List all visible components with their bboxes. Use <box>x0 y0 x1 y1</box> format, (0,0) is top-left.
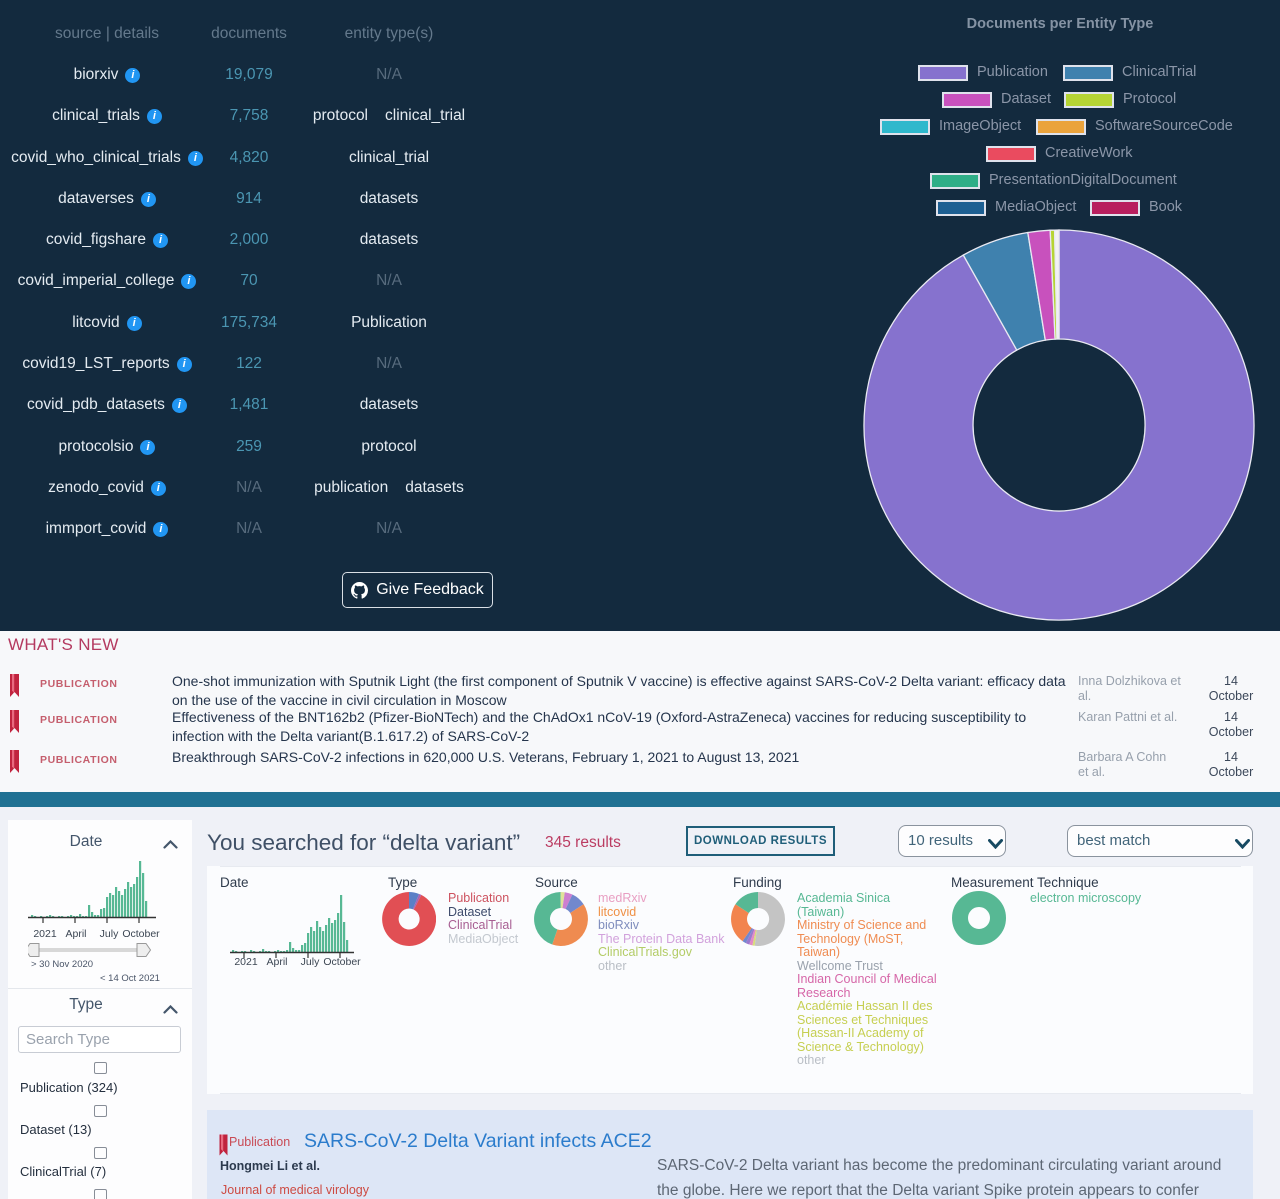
svg-text:2021: 2021 <box>234 956 258 968</box>
svg-text:> 30 Nov 2020: > 30 Nov 2020 <box>31 959 93 970</box>
svg-text:July: July <box>301 956 320 968</box>
svg-text:April: April <box>65 928 86 940</box>
svg-text:2021: 2021 <box>33 928 57 940</box>
svg-text:April: April <box>266 956 287 968</box>
svg-text:July: July <box>100 928 119 940</box>
svg-text:October: October <box>122 928 160 940</box>
svg-text:< 14 Oct 2021: < 14 Oct 2021 <box>100 973 160 984</box>
svg-text:October: October <box>323 956 361 968</box>
